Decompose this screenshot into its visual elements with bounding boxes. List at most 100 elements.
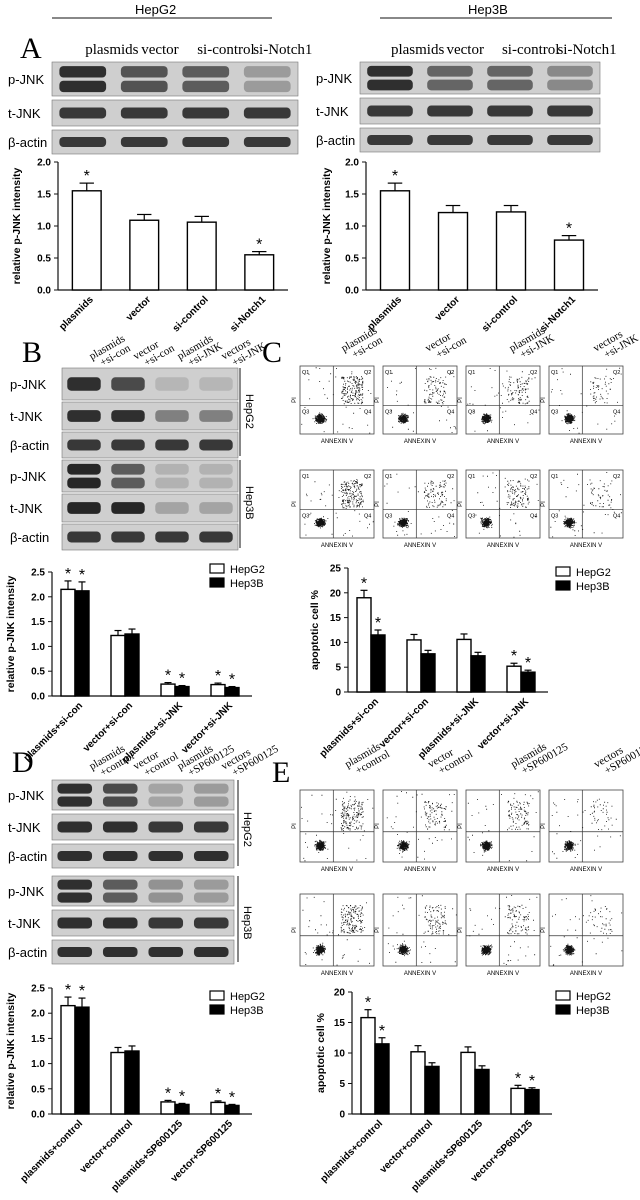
e-bottom-flow-events — [387, 895, 457, 963]
a-hep3b-chart-x-tick-label: si-Notch1 — [538, 294, 578, 334]
d-chart-bar — [124, 1050, 140, 1115]
e-top-flow-x-label: ANNEXIN V — [570, 867, 602, 873]
a-hep3b-band — [367, 105, 413, 117]
c-top-quadrant-label: Q2 — [447, 370, 454, 376]
b-band — [199, 463, 233, 475]
b-chart-x-tick-label: vector+si-con — [81, 700, 135, 754]
d-chart-bar — [210, 1101, 226, 1115]
c-chart-legend-label: HepG2 — [576, 567, 611, 579]
b-band — [199, 502, 233, 514]
c-bottom-quadrant-label: Q1 — [302, 474, 309, 480]
d-row-label: β-actin — [8, 945, 47, 960]
b-chart-significance: * — [165, 668, 171, 685]
a-hepg2-band — [182, 80, 230, 93]
b-chart-bar — [74, 590, 90, 697]
c-top-quadrant-label: Q2 — [613, 370, 620, 376]
a-hep3b-band — [427, 79, 473, 91]
d-chart-bar — [60, 1004, 76, 1115]
c-bottom-quadrant-label: Q2 — [530, 474, 537, 480]
b-lane-label: plasmids+si-JNK — [175, 330, 224, 372]
a-hep3b-band — [487, 65, 533, 77]
panel-a-hep3b: plasmids vector si-controlsi-Notch1p-JNKt-… — [316, 42, 617, 334]
a-hepg2-chart-significance: * — [84, 168, 90, 185]
b-band — [199, 531, 233, 543]
d-band — [193, 821, 229, 833]
c-chart-y-tick-label: 20 — [330, 588, 342, 599]
d-chart-significance: * — [229, 1089, 235, 1106]
d-chart-bar — [160, 1101, 176, 1115]
b-band — [155, 502, 189, 514]
d-chart-y-tick-label: 1.0 — [31, 1059, 45, 1070]
c-chart-bar — [370, 634, 386, 693]
e-bottom-flow-x-label: ANNEXIN V — [404, 971, 436, 977]
b-chart-y-tick-label: 2.5 — [31, 568, 45, 579]
a-hep3b-band — [367, 79, 413, 91]
c-bottom-quadrant-label: Q4 — [364, 513, 371, 519]
b-chart-legend-swatch — [209, 577, 225, 588]
d-band — [193, 850, 229, 862]
e-chart-significance: * — [515, 1070, 521, 1087]
c-bottom-flow-y-label: PI — [292, 501, 298, 507]
d-band — [57, 892, 93, 903]
panel-label-a: A — [20, 32, 42, 65]
b-chart-significance: * — [179, 671, 185, 688]
b-chart-bar — [60, 588, 76, 697]
a-hepg2-band — [243, 107, 291, 119]
e-chart-bar — [410, 1051, 426, 1115]
c-top-quadrant-label: Q3 — [551, 409, 558, 415]
b-band — [111, 463, 145, 475]
c-top-flow-frame — [382, 365, 458, 435]
b-band — [67, 477, 101, 489]
a-hep3b-lane-label: vector — [446, 42, 483, 58]
panel-label-b: B — [22, 336, 42, 369]
a-hep3b-chart-y-tick-label: 1.0 — [345, 222, 359, 233]
d-chart-bar — [110, 1051, 126, 1115]
e-top-flow-events — [301, 791, 374, 862]
d-chart-legend-swatch — [209, 990, 225, 1001]
b-band — [111, 502, 145, 514]
e-bottom-flow-events — [302, 896, 370, 966]
c-top-quadrant-label: Q4 — [613, 409, 620, 415]
c-bottom-flow-y-label: PI — [541, 501, 547, 507]
d-band — [102, 796, 138, 807]
d-band — [148, 796, 184, 807]
c-lane-label: plasmids+si-con — [339, 324, 385, 364]
c-bottom-flow-x-label: ANNEXIN V — [404, 543, 436, 549]
b-lane-label: vector+si-con — [131, 332, 177, 372]
a-hep3b-chart-y-tick-label: 0.5 — [345, 254, 359, 265]
c-top-flow-x-label: ANNEXIN V — [321, 439, 353, 445]
c-bottom-flow-x-label: ANNEXIN V — [487, 543, 519, 549]
e-chart-bar — [524, 1088, 540, 1115]
e-top-flow-frame — [548, 789, 624, 863]
c-top-quadrant-label: Q2 — [530, 370, 537, 376]
a-hepg2-chart-x-tick-label: si-control — [171, 294, 211, 334]
c-chart-y-tick-label: 25 — [330, 564, 342, 575]
b-chart-bar — [174, 685, 190, 697]
b-chart-significance: * — [229, 672, 235, 689]
c-bottom-quadrant-label: Q2 — [613, 474, 620, 480]
d-band — [57, 850, 93, 862]
c-top-flow-x-label: ANNEXIN V — [570, 439, 602, 445]
b-band — [67, 377, 101, 391]
d-chart-significance: * — [65, 982, 71, 999]
d-chart-significance: * — [79, 983, 85, 1000]
c-chart-legend-label: Hep3B — [576, 581, 610, 593]
c-lane-label: vectors+si-JNK — [591, 322, 640, 364]
c-top-flow-frame — [465, 365, 541, 435]
b-chart-y-axis-label: relative p-JNK intensity — [5, 575, 17, 692]
e-chart-y-tick-label: 20 — [334, 988, 346, 999]
b-hepg2-side-label: HepG2 — [243, 394, 255, 429]
c-chart-bar — [470, 655, 486, 693]
panel-c: plasmids+si-con vector+si-con plasmids+si-… — [292, 322, 640, 762]
c-top-quadrant-label: Q1 — [385, 370, 392, 376]
b-chart-y-tick-label: 1.0 — [31, 642, 45, 653]
a-hep3b-lane-label: si-Notch1 — [557, 42, 616, 58]
b-band — [155, 531, 189, 543]
a-hep3b-band — [427, 105, 473, 117]
e-top-flow-frame — [382, 789, 458, 863]
a-hepg2-band — [120, 136, 168, 148]
d-hepg2-side-label: HepG2 — [241, 812, 253, 847]
a-hep3b-band — [547, 134, 593, 146]
e-chart-bar — [424, 1065, 440, 1115]
a-hep3b-band — [487, 105, 533, 117]
